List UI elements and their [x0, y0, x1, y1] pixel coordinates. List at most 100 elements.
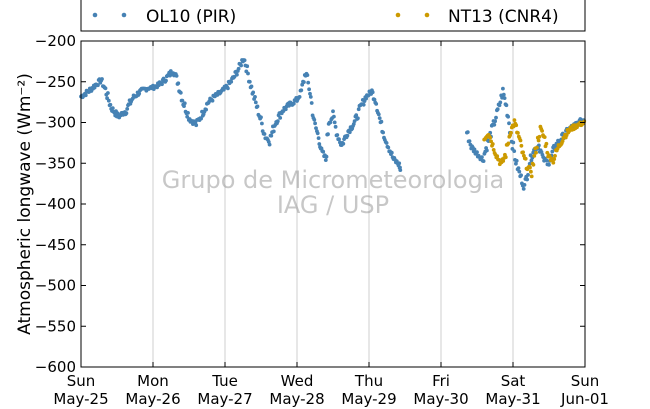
data-point	[333, 124, 338, 129]
data-point	[480, 155, 484, 160]
data-point	[374, 102, 379, 106]
data-point	[160, 82, 164, 87]
data-point	[356, 107, 361, 112]
y-tick-label: −550	[35, 317, 76, 335]
data-point	[308, 95, 313, 99]
data-point	[547, 162, 551, 167]
data-point	[514, 161, 518, 166]
data-points	[79, 58, 587, 191]
data-point	[226, 86, 230, 91]
data-point	[384, 141, 389, 145]
data-point	[204, 107, 209, 112]
data-point	[544, 158, 549, 163]
data-point	[472, 147, 477, 152]
watermark-line-1: Grupo de Micrometeorologia	[162, 166, 504, 194]
y-tick-label: −350	[35, 154, 76, 172]
data-point	[108, 102, 113, 107]
y-axis: −200 −250 −300 −350 −400 −450 −500 −550 −600	[35, 32, 585, 376]
data-point	[548, 154, 552, 159]
data-point	[356, 116, 360, 121]
data-point	[110, 106, 115, 110]
data-point	[522, 183, 527, 187]
data-point	[326, 132, 330, 137]
data-point	[106, 91, 110, 95]
data-point	[335, 133, 340, 137]
data-point	[525, 177, 529, 182]
data-point	[526, 173, 530, 177]
data-point	[305, 73, 310, 77]
data-point	[529, 174, 534, 179]
data-point	[331, 109, 335, 114]
legend-marker-nt13	[395, 12, 401, 18]
y-tick-label: −300	[35, 114, 76, 132]
y-tick-label: −600	[35, 358, 76, 376]
data-point	[523, 156, 528, 161]
data-point	[324, 154, 329, 159]
data-point	[307, 87, 311, 92]
data-point	[314, 126, 318, 130]
data-point	[176, 81, 181, 86]
data-point	[516, 131, 520, 135]
data-point	[488, 135, 493, 140]
data-point	[495, 154, 500, 159]
data-point	[397, 161, 402, 166]
data-point	[306, 80, 311, 85]
data-point	[328, 120, 333, 125]
data-point	[389, 150, 394, 155]
data-point	[503, 155, 508, 160]
x-tick-label-day: Fri	[432, 372, 450, 390]
data-point	[309, 101, 314, 105]
data-point	[182, 101, 187, 106]
data-point	[398, 168, 403, 173]
legend-marker-ol10	[121, 12, 127, 18]
data-point	[475, 150, 479, 155]
data-point	[341, 141, 346, 146]
data-point	[485, 148, 489, 153]
legend-marker-nt13	[424, 12, 430, 18]
data-point	[495, 107, 500, 112]
y-axis-label: Atmospheric longwave (Wm⁻²)	[15, 73, 35, 335]
data-point	[534, 150, 538, 155]
data-point	[255, 104, 260, 109]
data-point	[100, 77, 104, 81]
data-point	[551, 160, 556, 165]
data-point	[178, 90, 183, 95]
data-point	[332, 114, 336, 119]
data-point	[381, 130, 385, 135]
data-point	[242, 58, 247, 63]
legend: OL10 (PIR) NT13 (CNR4)	[80, 0, 586, 32]
data-point	[337, 137, 341, 142]
data-point	[354, 113, 359, 118]
data-point	[302, 80, 306, 84]
series-nt13-cnr4	[482, 118, 587, 179]
data-point	[497, 103, 502, 108]
data-point	[544, 141, 549, 146]
data-point	[247, 79, 252, 84]
data-point	[125, 107, 130, 111]
data-point	[315, 131, 320, 136]
data-point	[262, 132, 267, 136]
data-point	[521, 187, 526, 191]
x-tick-label-day: Mon	[137, 372, 169, 390]
y-tick-label: −450	[35, 236, 76, 254]
data-point	[180, 98, 185, 103]
data-point	[498, 100, 503, 105]
data-point	[519, 173, 523, 178]
data-point	[512, 118, 517, 122]
data-point	[527, 161, 532, 166]
data-point	[364, 96, 368, 101]
data-point	[560, 139, 565, 144]
data-point	[370, 90, 375, 95]
data-point	[297, 95, 302, 99]
watermark-line-2: IAG / USP	[277, 191, 389, 219]
data-point	[347, 130, 352, 135]
data-point	[267, 142, 272, 147]
y-tick-label: −400	[35, 195, 76, 213]
data-point	[313, 121, 317, 126]
data-point	[106, 98, 111, 103]
x-tick-label-day: Sun	[67, 372, 96, 390]
data-point	[528, 165, 532, 170]
x-axis: SunMay-25MonMay-26TueMay-27WedMay-28ThuM…	[53, 41, 609, 408]
data-point	[92, 85, 97, 90]
data-point	[291, 101, 296, 106]
